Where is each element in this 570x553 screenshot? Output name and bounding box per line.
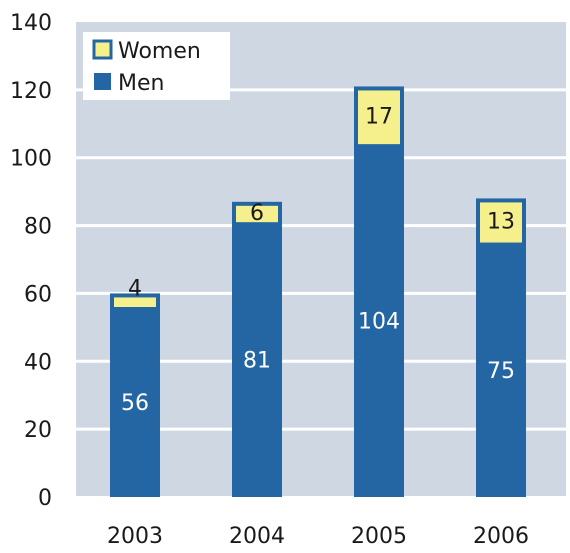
y-tick-label: 120: [10, 79, 52, 104]
bar-women-2003: [114, 297, 156, 307]
y-tick-label: 80: [24, 215, 52, 240]
bar-women-2005: [358, 90, 400, 145]
y-tick-label: 60: [24, 282, 52, 307]
y-tick-label: 140: [10, 11, 52, 36]
y-tick-label: 20: [24, 418, 52, 443]
data-label-men: 75: [487, 359, 515, 384]
data-label-women: 6: [250, 201, 264, 226]
x-axis-tick-labels: 2003 2004 2005 2006: [107, 524, 529, 549]
data-label-women: 4: [128, 276, 142, 301]
y-tick-label: 100: [10, 147, 52, 172]
bars-group: 56 4 81 6 104 17 75 13: [110, 86, 526, 498]
data-label-men: 81: [243, 349, 271, 374]
bar-women-2004: [236, 205, 278, 223]
legend: Women Men: [83, 32, 230, 100]
y-tick-label: 40: [24, 350, 52, 375]
x-tick-label: 2004: [229, 524, 285, 549]
bar-men-2005: [354, 86, 404, 497]
bar-men-2004: [232, 201, 282, 498]
legend-label-men: Men: [118, 71, 164, 96]
y-axis-tick-labels: 0 20 40 60 80 100 120 140: [10, 11, 52, 511]
y-tick-label: 0: [38, 486, 52, 511]
legend-swatch-men: [94, 73, 111, 90]
data-label-women: 17: [365, 104, 393, 129]
bar-men-2006: [476, 198, 526, 497]
bar-men-2003: [110, 293, 160, 497]
x-tick-label: 2003: [107, 524, 163, 549]
data-label-men: 56: [121, 391, 149, 416]
data-label-women: 13: [487, 209, 515, 234]
data-label-men: 104: [358, 310, 400, 335]
bar-women-2006: [480, 202, 522, 243]
x-tick-label: 2005: [351, 524, 407, 549]
legend-label-women: Women: [118, 39, 201, 64]
legend-swatch-women: [92, 39, 113, 60]
x-tick-label: 2006: [473, 524, 529, 549]
